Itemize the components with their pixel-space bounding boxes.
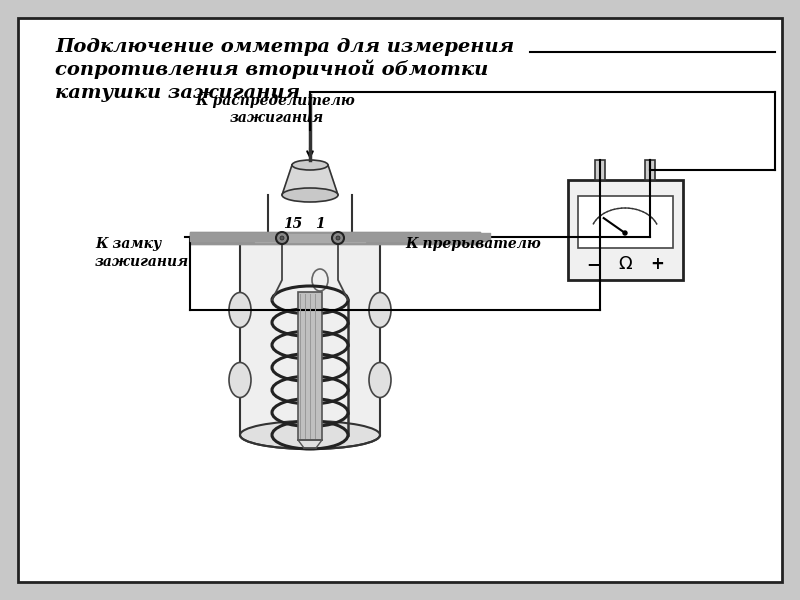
Text: Ω: Ω [618,255,632,273]
Ellipse shape [240,421,380,449]
Bar [578,196,673,248]
Circle shape [336,236,340,240]
Circle shape [276,232,288,244]
Text: +: + [650,255,664,273]
Ellipse shape [369,362,391,397]
Bar [298,292,322,440]
FancyBboxPatch shape [568,180,683,280]
Bar [595,160,605,180]
Ellipse shape [369,292,391,328]
Ellipse shape [229,292,251,328]
Text: сопротивления вторичной обмотки: сопротивления вторичной обмотки [55,59,488,79]
Text: зажигания: зажигания [95,255,189,269]
Text: Подключение омметра для измерения: Подключение омметра для измерения [55,38,514,56]
Circle shape [332,232,344,244]
Text: зажигания: зажигания [230,111,324,125]
Text: К замку: К замку [95,237,162,251]
Ellipse shape [229,362,251,397]
Circle shape [623,231,627,235]
Circle shape [280,236,284,240]
Bar [240,240,380,435]
Text: катушки зажигания: катушки зажигания [55,84,300,102]
Ellipse shape [292,160,328,170]
Text: 1: 1 [315,217,325,231]
Bar [645,160,655,180]
Text: 15: 15 [283,217,302,231]
Text: −: − [586,255,600,273]
Text: К прерывателю: К прерывателю [405,237,541,251]
Polygon shape [282,165,338,195]
Ellipse shape [282,188,338,202]
Text: К распределителю: К распределителю [195,94,354,108]
